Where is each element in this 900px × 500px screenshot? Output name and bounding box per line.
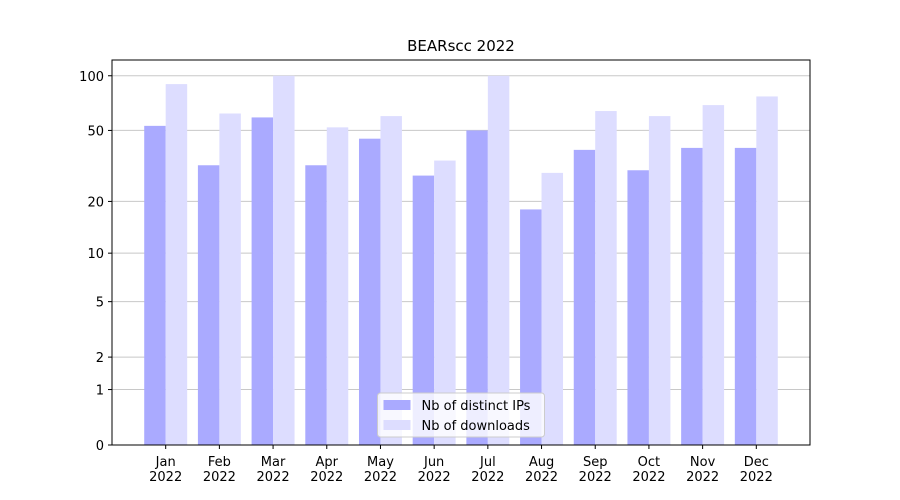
x-tick-label: Jun 2022 (418, 455, 451, 485)
bar (219, 113, 241, 446)
y-tick-label: 1 (96, 384, 104, 399)
bar (520, 209, 542, 445)
bar (305, 165, 327, 445)
bar (627, 170, 649, 445)
x-tick-label: Jan 2022 (149, 455, 182, 485)
legend-swatch (383, 420, 411, 430)
bar (434, 160, 456, 445)
bar (165, 84, 188, 445)
y-tick-label: 50 (87, 124, 104, 139)
bar (326, 127, 349, 446)
bar (595, 111, 617, 446)
y-tick-label: 2 (96, 351, 104, 366)
bar (487, 75, 510, 445)
bar (273, 75, 295, 445)
y-tick-label: 100 (79, 70, 104, 85)
bar (681, 147, 703, 445)
legend-swatch (383, 400, 411, 410)
legend-label: Nb of distinct IPs (422, 399, 531, 414)
legend-label: Nb of downloads (422, 419, 531, 434)
bar (648, 116, 671, 445)
chart-title: BEARscc 2022 (407, 37, 515, 55)
x-tick-label: Feb 2022 (203, 455, 236, 485)
bar (144, 125, 166, 445)
x-tick-label: Dec 2022 (740, 455, 773, 485)
legend-box (377, 392, 545, 438)
y-tick-label: 20 (87, 195, 104, 210)
bar (573, 149, 596, 445)
bar (412, 175, 435, 445)
x-tick-label: Jul 2022 (471, 455, 504, 485)
x-tick-label: Nov 2022 (686, 455, 719, 485)
bar (251, 117, 274, 445)
bar (380, 116, 402, 445)
bar (197, 165, 220, 445)
x-tick-label: Sep 2022 (579, 455, 612, 485)
y-tick-label: 0 (96, 439, 104, 454)
bar (702, 105, 725, 445)
x-tick-label: Mar 2022 (257, 455, 290, 485)
x-tick-label: May 2022 (364, 455, 397, 485)
y-tick-label: 10 (87, 247, 104, 262)
bar (734, 147, 757, 445)
bar (358, 138, 381, 445)
x-tick-label: Oct 2022 (632, 455, 665, 485)
bar (541, 172, 564, 446)
bar (756, 96, 778, 445)
y-tick-label: 5 (96, 296, 104, 311)
bar (466, 130, 488, 445)
plot-frame (111, 59, 811, 446)
x-tick-label: Apr 2022 (310, 455, 343, 485)
x-tick-label: Aug 2022 (525, 455, 558, 485)
